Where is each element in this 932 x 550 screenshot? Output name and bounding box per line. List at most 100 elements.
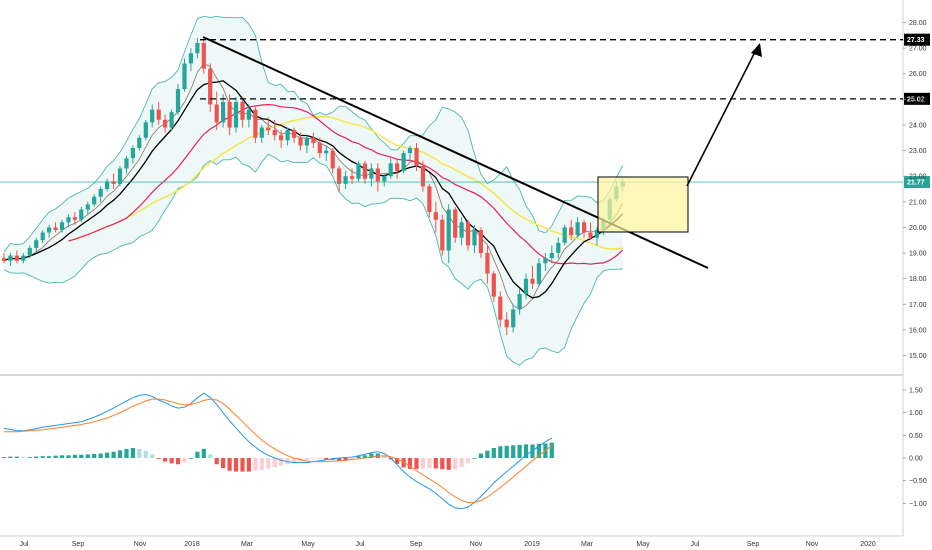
candle-body[interactable] bbox=[163, 119, 168, 128]
candle-body[interactable] bbox=[85, 204, 90, 210]
candle-body[interactable] bbox=[208, 68, 213, 105]
candle-body[interactable] bbox=[21, 255, 26, 261]
candle-body[interactable] bbox=[92, 196, 97, 205]
candle-body[interactable] bbox=[137, 137, 142, 148]
macd-tick-label: −1.00 bbox=[909, 501, 927, 508]
candle-body[interactable] bbox=[111, 181, 116, 184]
candle-body[interactable] bbox=[349, 176, 355, 179]
candle-body[interactable] bbox=[575, 222, 580, 236]
candle-body[interactable] bbox=[150, 109, 155, 123]
candle-body[interactable] bbox=[79, 209, 84, 220]
candle-body[interactable] bbox=[117, 168, 123, 184]
candle-body[interactable] bbox=[188, 53, 193, 64]
candle-body[interactable] bbox=[156, 109, 161, 120]
candle-body[interactable] bbox=[14, 255, 19, 261]
candle-body[interactable] bbox=[485, 253, 490, 274]
candle-body[interactable] bbox=[227, 101, 232, 128]
macd-pane[interactable] bbox=[1, 392, 554, 510]
candle-body[interactable] bbox=[279, 135, 284, 141]
candle-body[interactable] bbox=[343, 176, 348, 184]
candle-body[interactable] bbox=[182, 63, 187, 90]
candle-body[interactable] bbox=[285, 130, 290, 141]
candle-body[interactable] bbox=[8, 255, 13, 261]
candle-body[interactable] bbox=[588, 232, 593, 238]
candle-body[interactable] bbox=[414, 148, 419, 166]
candle-body[interactable] bbox=[453, 209, 458, 238]
candle-body[interactable] bbox=[472, 230, 477, 246]
candle-body[interactable] bbox=[195, 43, 200, 54]
target-box[interactable] bbox=[597, 176, 689, 233]
candle-body[interactable] bbox=[317, 142, 322, 154]
candle-body[interactable] bbox=[66, 217, 71, 223]
candle-body[interactable] bbox=[169, 112, 174, 128]
candle-body[interactable] bbox=[27, 247, 32, 256]
candle-body[interactable] bbox=[266, 127, 271, 131]
candle-body[interactable] bbox=[388, 163, 393, 177]
candle-body[interactable] bbox=[253, 109, 258, 138]
candle-body[interactable] bbox=[382, 176, 387, 182]
candle-body[interactable] bbox=[420, 165, 425, 187]
projection-arrow[interactable] bbox=[686, 49, 757, 187]
candle-body[interactable] bbox=[47, 227, 52, 233]
candle-body[interactable] bbox=[395, 163, 400, 172]
candle-body[interactable] bbox=[330, 150, 335, 169]
candle-body[interactable] bbox=[498, 296, 503, 320]
candle-body[interactable] bbox=[562, 227, 567, 243]
candle-body[interactable] bbox=[427, 186, 432, 212]
candle-body[interactable] bbox=[446, 209, 451, 251]
candle-body[interactable] bbox=[298, 137, 303, 146]
candle-body[interactable] bbox=[433, 212, 438, 220]
candle-body[interactable] bbox=[465, 222, 471, 246]
candle-body[interactable] bbox=[556, 242, 561, 253]
candle-body[interactable] bbox=[440, 219, 445, 251]
candle-body[interactable] bbox=[246, 109, 251, 120]
candle-body[interactable] bbox=[40, 232, 45, 241]
candle-body[interactable] bbox=[324, 150, 329, 154]
candle-body[interactable] bbox=[530, 278, 535, 284]
candle-body[interactable] bbox=[98, 189, 103, 197]
candle-body[interactable] bbox=[549, 253, 554, 259]
candle-body[interactable] bbox=[504, 319, 509, 328]
candle-body[interactable] bbox=[34, 240, 39, 248]
candle-body[interactable] bbox=[59, 222, 65, 230]
candle-body[interactable] bbox=[517, 294, 522, 310]
candle-body[interactable] bbox=[536, 263, 541, 284]
candle-body[interactable] bbox=[233, 101, 239, 128]
candle-body[interactable] bbox=[369, 168, 374, 179]
candle-body[interactable] bbox=[543, 258, 548, 264]
candle-body[interactable] bbox=[130, 148, 135, 159]
candle-body[interactable] bbox=[478, 230, 483, 254]
candle-body[interactable] bbox=[214, 104, 219, 123]
price-level-badge bbox=[904, 92, 930, 105]
candle-body[interactable] bbox=[407, 148, 413, 154]
candle-body[interactable] bbox=[491, 273, 496, 297]
candle-body[interactable] bbox=[53, 227, 58, 230]
candle-body[interactable] bbox=[523, 278, 529, 295]
candle-body[interactable] bbox=[143, 122, 148, 138]
candle-body[interactable] bbox=[240, 101, 245, 120]
candle-body[interactable] bbox=[201, 43, 206, 69]
candle-body[interactable] bbox=[356, 163, 361, 179]
candle-body[interactable] bbox=[362, 163, 367, 179]
candle-body[interactable] bbox=[221, 101, 226, 123]
candle-body[interactable] bbox=[582, 222, 587, 233]
candle-body[interactable] bbox=[259, 127, 264, 138]
candle-body[interactable] bbox=[1, 258, 7, 261]
candle-body[interactable] bbox=[569, 227, 574, 236]
candle-body[interactable] bbox=[175, 89, 181, 113]
candle-body[interactable] bbox=[459, 222, 464, 238]
candle-body[interactable] bbox=[105, 181, 110, 189]
candle-body[interactable] bbox=[594, 230, 599, 238]
candle-body[interactable] bbox=[511, 309, 516, 328]
candle-body[interactable] bbox=[272, 130, 277, 136]
candle-body[interactable] bbox=[375, 168, 380, 182]
candle-body[interactable] bbox=[291, 130, 297, 138]
candle-body[interactable] bbox=[72, 217, 77, 220]
candle-body[interactable] bbox=[304, 137, 309, 146]
candle-body[interactable] bbox=[311, 137, 316, 143]
candle-body[interactable] bbox=[401, 153, 406, 171]
candle-body[interactable] bbox=[124, 158, 129, 169]
candle-body[interactable] bbox=[337, 168, 342, 184]
macd-histogram-bar bbox=[98, 453, 103, 458]
